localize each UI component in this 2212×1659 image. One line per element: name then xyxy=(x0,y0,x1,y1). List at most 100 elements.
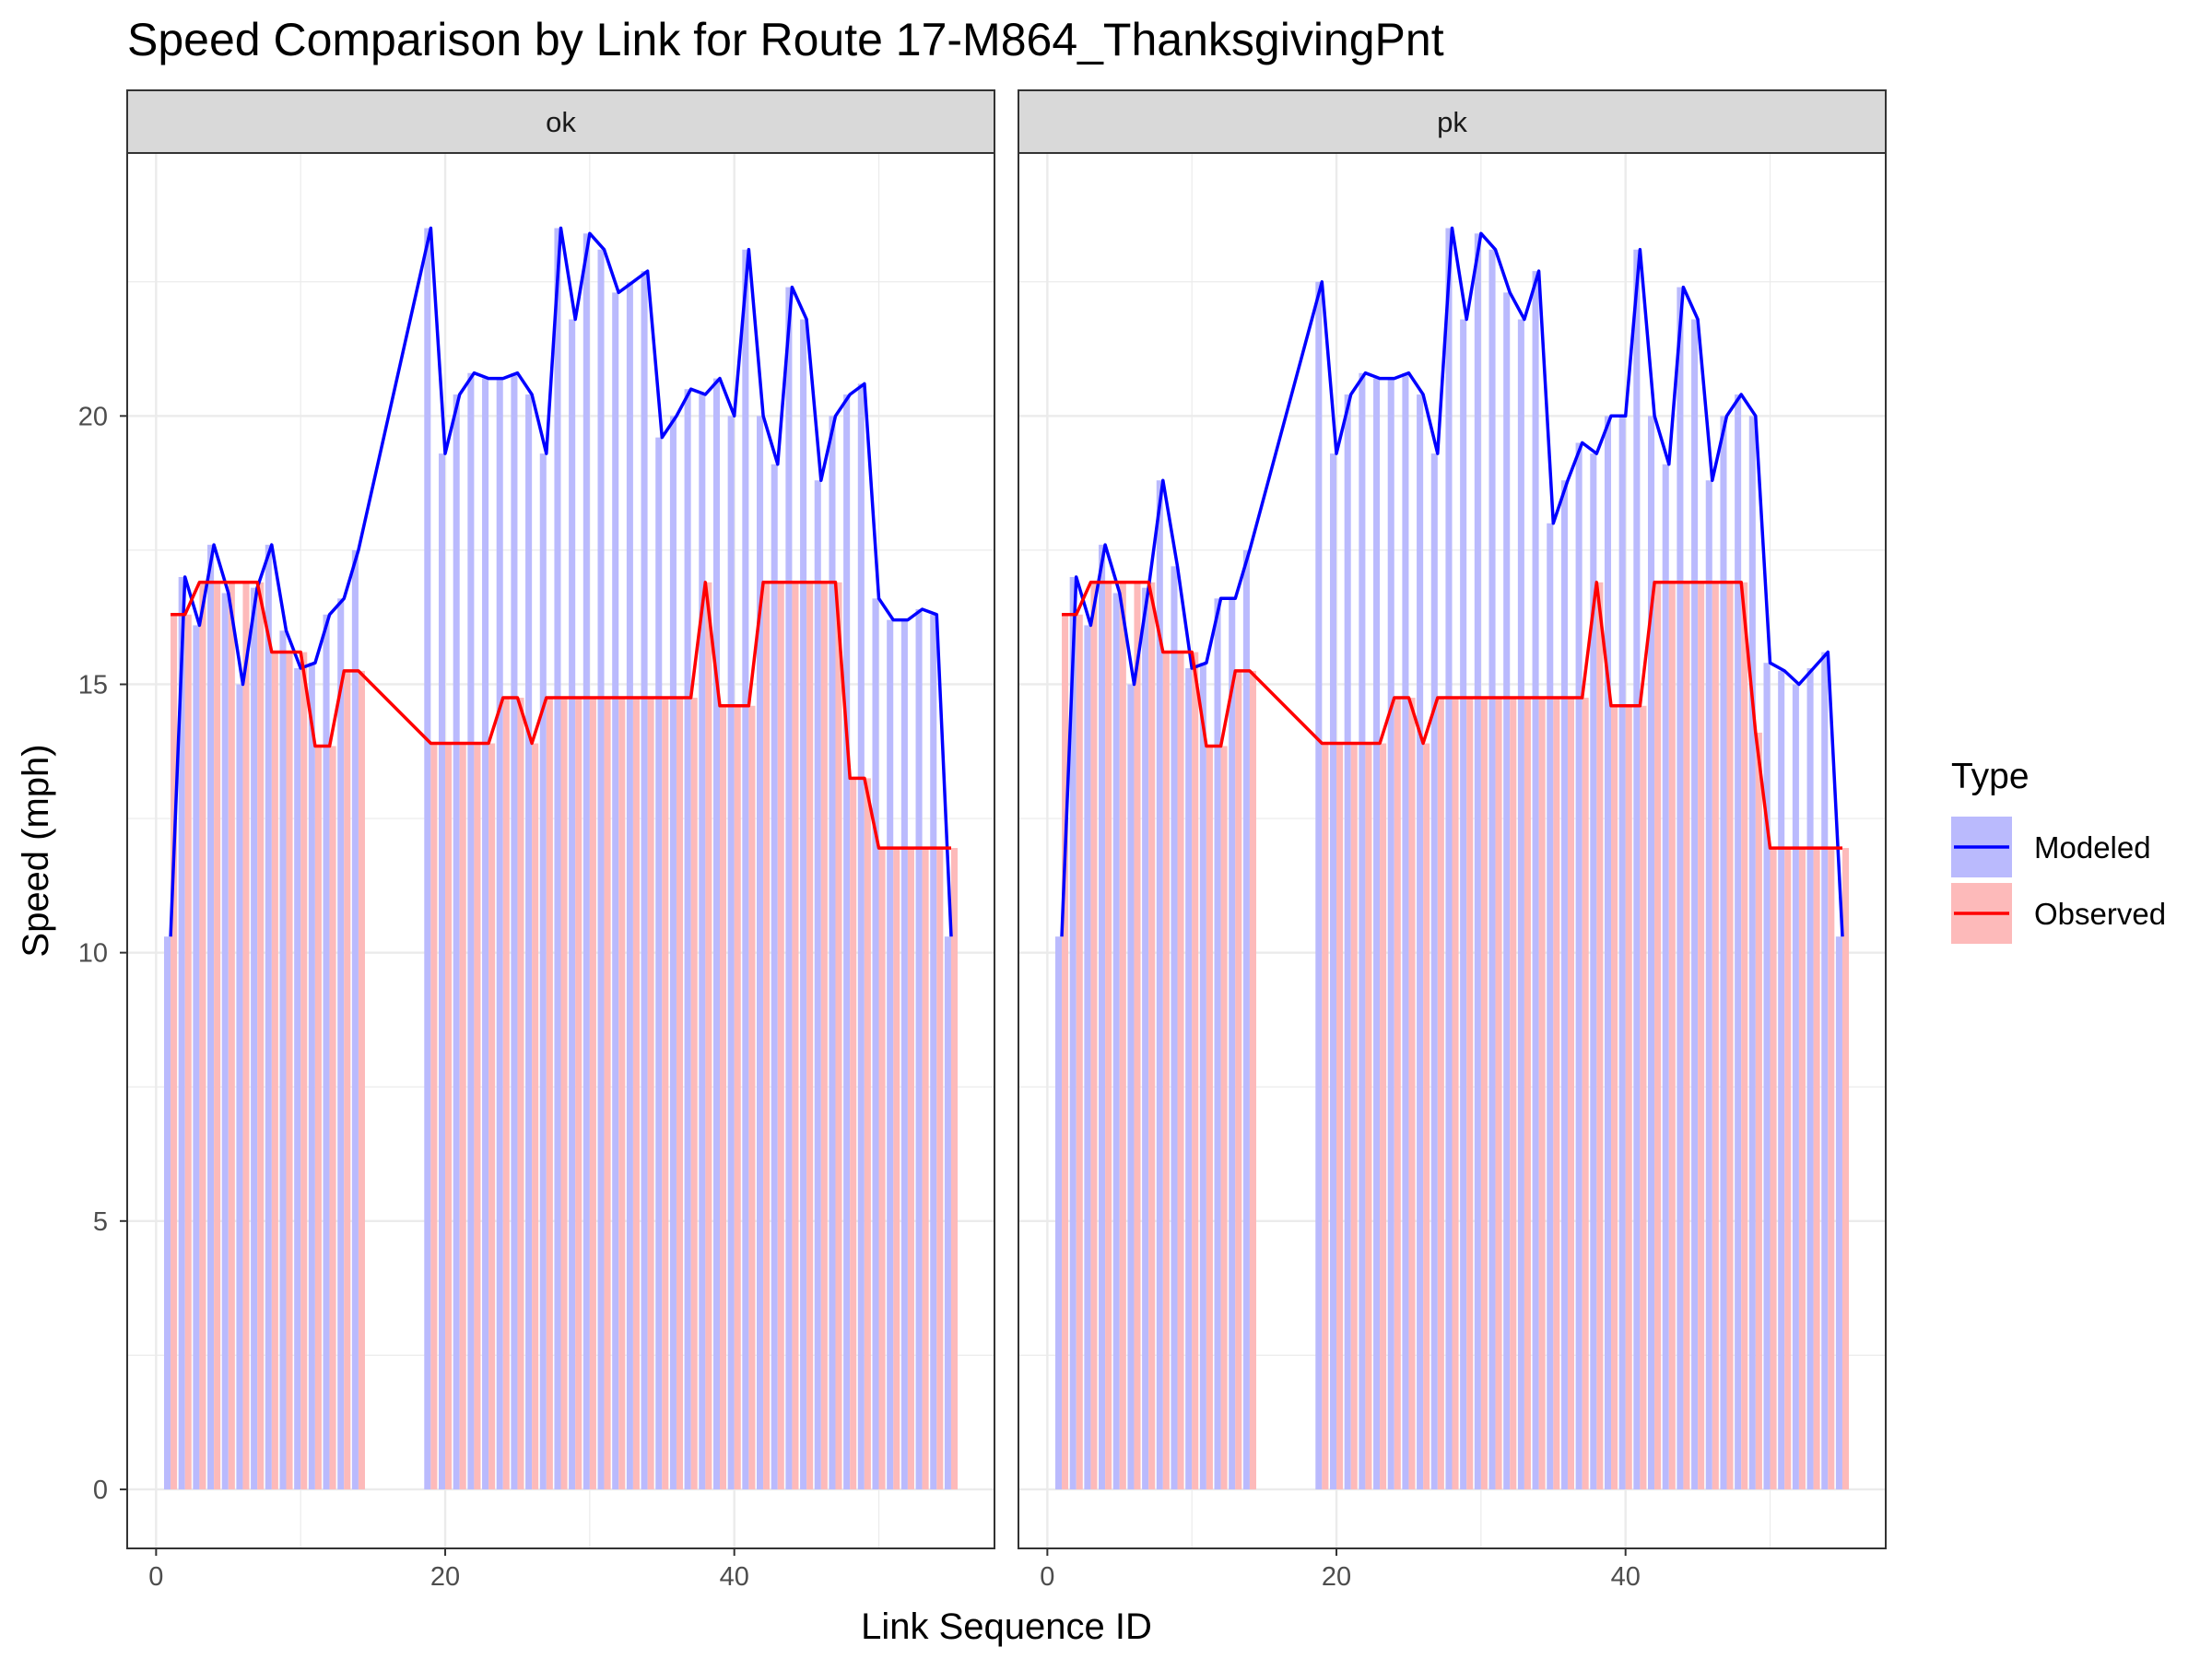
bar-observed xyxy=(532,743,539,1489)
panel-ok: ok 0 20 40 xyxy=(126,89,995,1592)
bar-modeled xyxy=(597,249,605,1489)
bar-observed xyxy=(1495,698,1502,1489)
bar-modeled xyxy=(1648,416,1655,1489)
bar-observed xyxy=(1423,743,1430,1489)
bar-modeled xyxy=(251,587,258,1489)
bar-modeled xyxy=(582,233,590,1489)
bar-observed xyxy=(1192,652,1199,1489)
bar-modeled xyxy=(1474,233,1481,1489)
panel-strip-label-ok: ok xyxy=(546,106,576,138)
bar-modeled xyxy=(1242,549,1250,1489)
bar-modeled xyxy=(294,668,301,1489)
bar-observed xyxy=(1148,582,1156,1489)
bar-observed xyxy=(604,698,611,1489)
bar-observed xyxy=(1654,582,1662,1489)
bar-observed xyxy=(575,698,582,1489)
bar-observed xyxy=(1741,582,1748,1489)
line-observed xyxy=(1062,581,1842,850)
bar-modeled xyxy=(482,378,489,1489)
bar-modeled xyxy=(1156,480,1163,1489)
bar-modeled xyxy=(1821,652,1829,1489)
bar-modeled xyxy=(265,545,272,1489)
bar-observed xyxy=(907,848,914,1489)
y-tick-label: 15 xyxy=(78,670,108,700)
bar-observed xyxy=(329,746,336,1489)
bar-observed xyxy=(517,698,524,1489)
bar-modeled xyxy=(944,936,951,1489)
lines-pk xyxy=(1060,226,1844,937)
bar-modeled xyxy=(554,228,561,1489)
bar-observed xyxy=(358,670,365,1489)
bar-observed xyxy=(1625,705,1632,1489)
bar-observed xyxy=(662,698,669,1489)
bar-observed xyxy=(1466,698,1474,1489)
bar-modeled xyxy=(771,464,778,1489)
bar-modeled xyxy=(1359,372,1366,1489)
bar-modeled xyxy=(511,372,518,1489)
bar-observed xyxy=(184,614,192,1489)
y-tick-label: 10 xyxy=(78,939,108,969)
bar-observed xyxy=(546,698,553,1489)
y-axis: 0 5 10 15 20 xyxy=(78,402,127,1505)
bar-modeled xyxy=(655,437,663,1489)
bar-modeled xyxy=(626,281,633,1489)
bar-observed xyxy=(560,698,568,1489)
bar-observed xyxy=(1062,614,1069,1489)
bar-observed xyxy=(502,698,510,1489)
bar-modeled xyxy=(163,936,171,1489)
bar-observed xyxy=(1841,848,1850,1489)
bar-modeled xyxy=(930,614,937,1489)
bar-observed xyxy=(878,848,886,1489)
bar-observed xyxy=(1480,698,1488,1489)
bar-observed xyxy=(1538,698,1546,1489)
bar-observed xyxy=(1712,582,1719,1489)
bar-modeled xyxy=(1387,378,1394,1489)
bar-modeled xyxy=(1806,668,1814,1489)
bar-modeled xyxy=(1229,598,1236,1489)
bar-modeled xyxy=(1112,593,1120,1489)
bar-modeled xyxy=(1590,453,1597,1489)
bar-modeled xyxy=(1792,684,1799,1489)
bar-observed xyxy=(1553,698,1560,1489)
bar-observed xyxy=(589,698,596,1489)
bar-observed xyxy=(214,582,221,1489)
bar-modeled xyxy=(279,630,287,1489)
x-axis-title: Link Sequence ID xyxy=(861,1606,1152,1647)
line-modeled xyxy=(169,226,953,937)
bar-modeled xyxy=(424,228,431,1489)
bar-modeled xyxy=(1054,936,1063,1489)
bar-modeled xyxy=(1445,228,1453,1489)
legend-label-observed: Observed xyxy=(2034,897,2166,931)
bar-observed xyxy=(1510,698,1517,1489)
bar-observed xyxy=(835,582,842,1489)
bar-observed xyxy=(820,582,828,1489)
bar-modeled xyxy=(1547,523,1554,1489)
legend: Type Modeled Observed xyxy=(1951,757,2166,944)
bar-modeled xyxy=(496,378,503,1489)
bar-observed xyxy=(1784,848,1792,1489)
bar-modeled xyxy=(641,271,648,1489)
bar-modeled xyxy=(727,416,735,1489)
panel-pk: pk 0 20 40 xyxy=(1018,89,1887,1592)
bar-observed xyxy=(1322,743,1329,1489)
bar-modeled xyxy=(525,394,533,1489)
bar-observed xyxy=(1177,652,1184,1489)
bar-observed xyxy=(1365,743,1372,1489)
bar-observed xyxy=(734,705,741,1489)
panel-strip-ok xyxy=(126,89,995,154)
bar-observed xyxy=(1090,582,1098,1489)
bar-modeled xyxy=(1344,394,1351,1489)
bar-observed xyxy=(300,652,308,1489)
bar-observed xyxy=(171,614,178,1489)
bar-modeled xyxy=(1748,416,1756,1489)
bar-modeled xyxy=(1705,480,1712,1489)
legend-item-modeled: Modeled xyxy=(1951,817,2151,877)
bar-modeled xyxy=(857,383,865,1489)
bar-observed xyxy=(1698,582,1705,1489)
bar-modeled xyxy=(1214,598,1221,1489)
bar-observed xyxy=(1640,705,1647,1489)
bar-modeled xyxy=(1402,372,1409,1489)
bar-observed xyxy=(286,652,293,1489)
bar-observed xyxy=(344,670,351,1489)
